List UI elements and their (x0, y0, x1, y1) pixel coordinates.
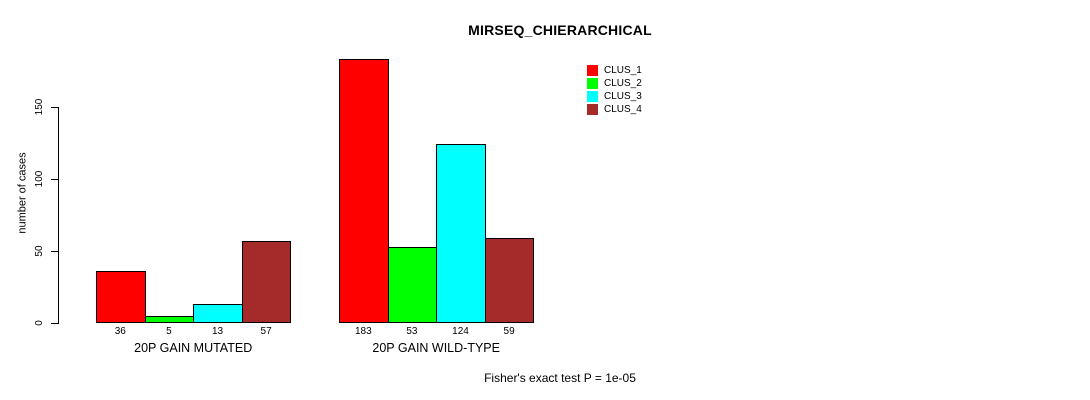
legend-swatch-icon (587, 91, 598, 102)
y-tick-mark (51, 250, 58, 252)
bar-value-label: 13 (211, 326, 224, 337)
bar-clus_1-group1 (96, 271, 146, 323)
legend-swatch-icon (587, 104, 598, 115)
y-tick-label: 150 (34, 98, 45, 116)
stat-test-annotation: Fisher's exact test P = 1e-05 (484, 371, 636, 385)
bar-clus_2-group2 (387, 246, 438, 323)
legend-item: CLUS_3 (587, 90, 642, 103)
bar-clus_4-group2 (484, 238, 535, 323)
bar-clus_4-group1 (241, 240, 292, 323)
bar-clus_2-group1 (144, 315, 195, 323)
legend-item: CLUS_4 (587, 103, 642, 116)
bar-value-label: 59 (503, 326, 515, 337)
y-tick-mark (51, 322, 58, 324)
legend-label: CLUS_2 (604, 78, 642, 89)
group-label: 20P GAIN MUTATED (134, 341, 253, 355)
y-tick-label: 100 (34, 170, 45, 188)
bar-value-label: 57 (260, 326, 272, 337)
legend-item: CLUS_2 (587, 77, 642, 90)
legend-swatch-icon (587, 78, 598, 89)
bar-value-label: 183 (354, 326, 372, 337)
bar-clus_3-group1 (193, 304, 243, 323)
bar-clus_3-group2 (436, 144, 486, 323)
bar-value-label: 53 (406, 326, 418, 337)
y-tick-mark (51, 178, 58, 180)
bar-value-label: 36 (114, 326, 126, 337)
bar-value-label: 124 (452, 326, 469, 337)
bar-clus_1-group2 (339, 59, 389, 323)
bar-value-label: 5 (166, 326, 172, 337)
y-tick-label: 50 (34, 245, 45, 257)
y-tick-label: 0 (34, 320, 45, 326)
legend-label: CLUS_4 (604, 104, 642, 115)
legend-label: CLUS_1 (604, 65, 642, 76)
legend: CLUS_1 CLUS_2 CLUS_3 CLUS_4 (587, 64, 642, 116)
chart-title: MIRSEQ_CHIERARCHICAL (468, 22, 652, 38)
y-axis-title: number of cases (16, 152, 29, 234)
legend-swatch-icon (587, 65, 598, 76)
y-tick-mark (51, 106, 58, 108)
legend-label: CLUS_3 (604, 91, 642, 102)
group-label: 20P GAIN WILD-TYPE (372, 341, 500, 355)
y-axis-line (58, 107, 59, 324)
legend-item: CLUS_1 (587, 64, 642, 77)
